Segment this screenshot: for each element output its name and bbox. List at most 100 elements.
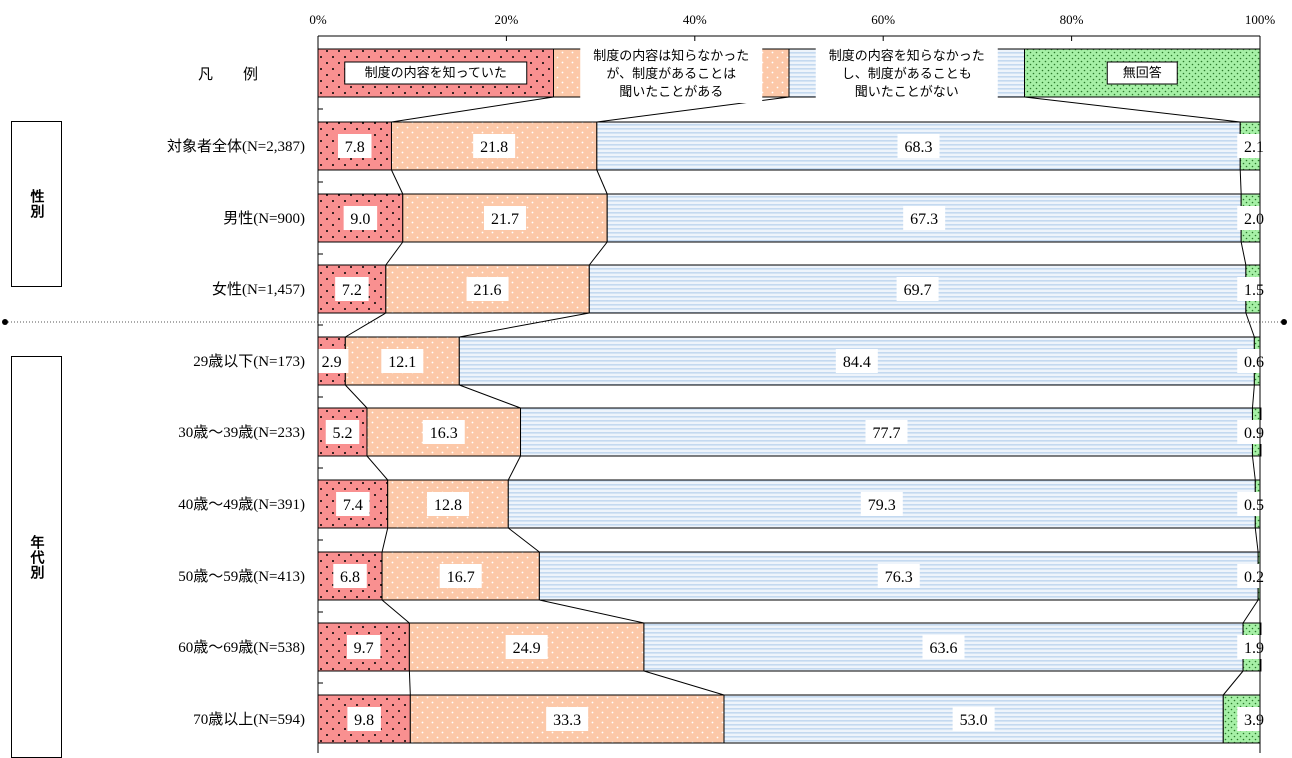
connector-line <box>381 599 410 624</box>
value-label: 63.6 <box>929 640 957 657</box>
category-label: 40歳～49歳(N=391) <box>178 496 305 513</box>
value-label-box <box>865 420 908 444</box>
group-label-age: 年代別 <box>28 534 45 580</box>
value-label: 21.7 <box>491 211 519 228</box>
value-label-box <box>1237 707 1271 731</box>
value-label: 16.7 <box>447 569 475 586</box>
value-label-box <box>1237 206 1271 230</box>
legend-label: 制度の内容を知っていた <box>365 65 507 81</box>
legend-label: 聞いたことがない <box>855 85 959 100</box>
value-label-box <box>325 420 360 444</box>
value-label: 21.6 <box>474 282 502 299</box>
legend-label-box <box>815 45 998 103</box>
value-label-box <box>896 277 939 301</box>
value-label-box <box>1237 564 1271 588</box>
connector-line <box>1239 169 1242 195</box>
category-label: 男性(N=900) <box>223 210 305 227</box>
category-label: 30歳～39歳(N=233) <box>178 424 305 441</box>
connector-line <box>588 241 608 266</box>
value-label-box <box>314 349 349 373</box>
legend-label: 制度の内容を知らなかった <box>829 48 985 64</box>
value-label: 24.9 <box>513 640 541 657</box>
value-label: 67.3 <box>910 211 938 228</box>
connector-line <box>1240 241 1247 266</box>
value-label-box <box>1237 277 1271 301</box>
value-label: 2.9 <box>322 354 342 371</box>
value-label-box <box>335 277 369 301</box>
value-label: 77.7 <box>872 425 900 442</box>
connector-line <box>345 312 387 338</box>
group-box-age: 年代別 <box>11 356 62 758</box>
value-label: 21.8 <box>480 139 508 156</box>
legend-label-box <box>344 61 528 85</box>
value-label: 16.3 <box>430 425 458 442</box>
value-label-box <box>903 206 946 230</box>
connector-line <box>1242 599 1259 624</box>
value-label-box <box>466 277 509 301</box>
value-label-box <box>483 206 526 230</box>
value-label-box <box>347 707 381 731</box>
category-label: 29歳以下(N=173) <box>193 353 305 370</box>
value-label: 3.9 <box>1244 712 1264 729</box>
value-label-box <box>381 349 424 373</box>
value-label-box <box>439 564 482 588</box>
connector-line <box>1222 670 1244 696</box>
x-tick-label: 80% <box>1060 12 1084 27</box>
value-label: 0.9 <box>1244 425 1264 442</box>
connector-line <box>1024 96 1241 123</box>
legend-label-box <box>580 45 763 103</box>
value-label: 69.7 <box>904 282 932 299</box>
value-label-box <box>952 707 995 731</box>
value-label-box <box>337 134 372 158</box>
legend-label: し、制度があることも <box>842 66 972 82</box>
value-label: 9.8 <box>354 712 374 729</box>
value-label-box <box>426 492 469 516</box>
value-label: 53.0 <box>960 712 988 729</box>
value-label: 79.3 <box>868 497 896 514</box>
separator-dot-right <box>1281 319 1287 325</box>
value-label: 9.0 <box>350 211 370 228</box>
value-label-box <box>1237 349 1271 373</box>
category-label: 50歳～59歳(N=413) <box>178 568 305 585</box>
category-label: 70歳以上(N=594) <box>193 711 305 728</box>
value-label-box <box>343 206 378 230</box>
value-label-box <box>1237 134 1271 158</box>
value-label: 12.8 <box>434 497 462 514</box>
x-tick-label: 40% <box>683 12 707 27</box>
value-label-box <box>333 564 367 588</box>
connector-line <box>391 169 404 195</box>
value-label-box <box>877 564 920 588</box>
value-label-box <box>336 492 370 516</box>
separator-dot-left <box>2 319 8 325</box>
connector-line <box>459 384 521 409</box>
value-label-box <box>922 635 965 659</box>
value-label: 7.2 <box>342 282 362 299</box>
value-label-box <box>1237 492 1271 516</box>
value-label: 76.3 <box>885 569 913 586</box>
group-box-gender: 性別 <box>11 121 62 287</box>
value-label: 0.5 <box>1244 497 1264 514</box>
value-label-box <box>422 420 465 444</box>
value-label: 7.8 <box>345 139 365 156</box>
category-label: 対象者全体(N=2,387) <box>167 137 305 155</box>
value-label: 1.5 <box>1244 282 1264 299</box>
value-label: 2.1 <box>1244 139 1264 156</box>
value-label-box <box>897 134 940 158</box>
value-label: 68.3 <box>905 139 933 156</box>
value-label: 6.8 <box>340 569 360 586</box>
value-label-box <box>860 492 903 516</box>
value-label: 5.2 <box>332 425 352 442</box>
connector-line <box>381 527 389 553</box>
category-label: 女性(N=1,457) <box>212 280 305 298</box>
value-label-box <box>1237 420 1271 444</box>
legend-row-label: 凡 例 <box>198 66 258 83</box>
connector-line <box>344 384 368 409</box>
legend-label: が、制度があることは <box>606 66 736 82</box>
legend-label: 無回答 <box>1123 65 1162 81</box>
connector-line <box>1251 455 1256 481</box>
value-label: 0.2 <box>1244 569 1264 586</box>
value-label-box <box>505 635 548 659</box>
connector-line <box>408 670 411 696</box>
connector-line <box>1251 384 1255 409</box>
connector-line <box>507 527 540 553</box>
